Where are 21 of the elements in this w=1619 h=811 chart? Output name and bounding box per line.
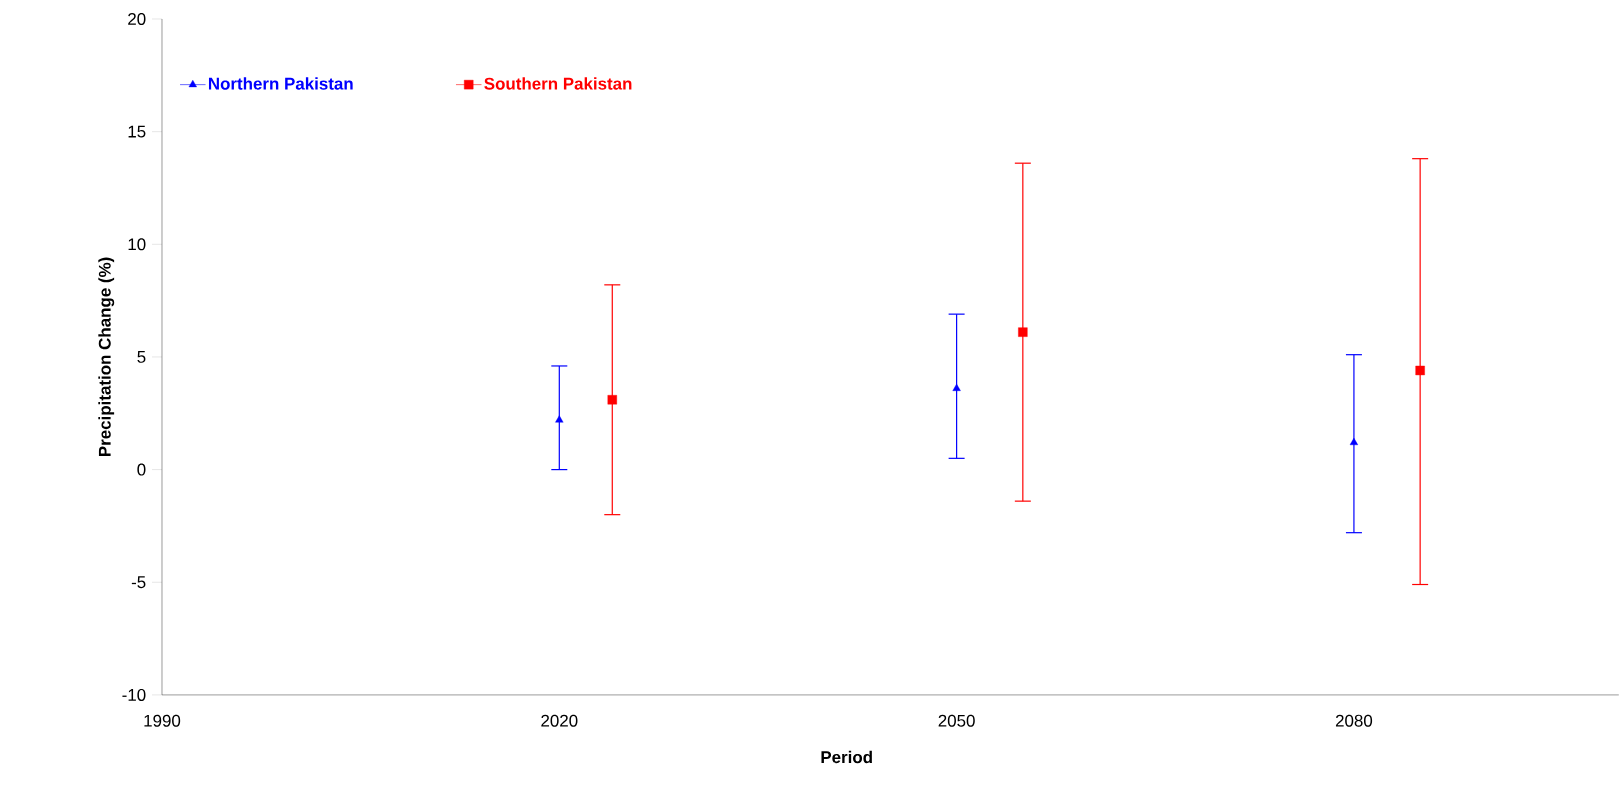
point: [607, 395, 617, 405]
point: [1349, 437, 1359, 446]
legend-label: Northern Pakistan: [208, 77, 353, 90]
y-tick-label: -10: [122, 688, 146, 701]
x-tick-label: 2080: [1335, 714, 1373, 727]
y-tick-label: 20: [128, 13, 146, 26]
point: [555, 415, 564, 423]
y-tick-label: 15: [128, 125, 146, 138]
x-axis-title: Period: [821, 750, 872, 764]
y-tick-label: -5: [131, 576, 146, 589]
y-tick-label: 10: [128, 238, 146, 251]
point: [1415, 365, 1425, 376]
point: [1018, 327, 1028, 337]
x-tick-label: 2050: [938, 714, 975, 727]
legend-label: Southern Pakistan: [484, 77, 632, 90]
x-tick-label: 2020: [541, 714, 578, 727]
point: [952, 383, 961, 391]
x-tick-label: 1990: [144, 714, 181, 727]
y-axis-title: Precipitation Change (%): [98, 257, 115, 457]
y-tick-label: 5: [137, 351, 146, 363]
y-tick-label: 0: [137, 463, 146, 476]
